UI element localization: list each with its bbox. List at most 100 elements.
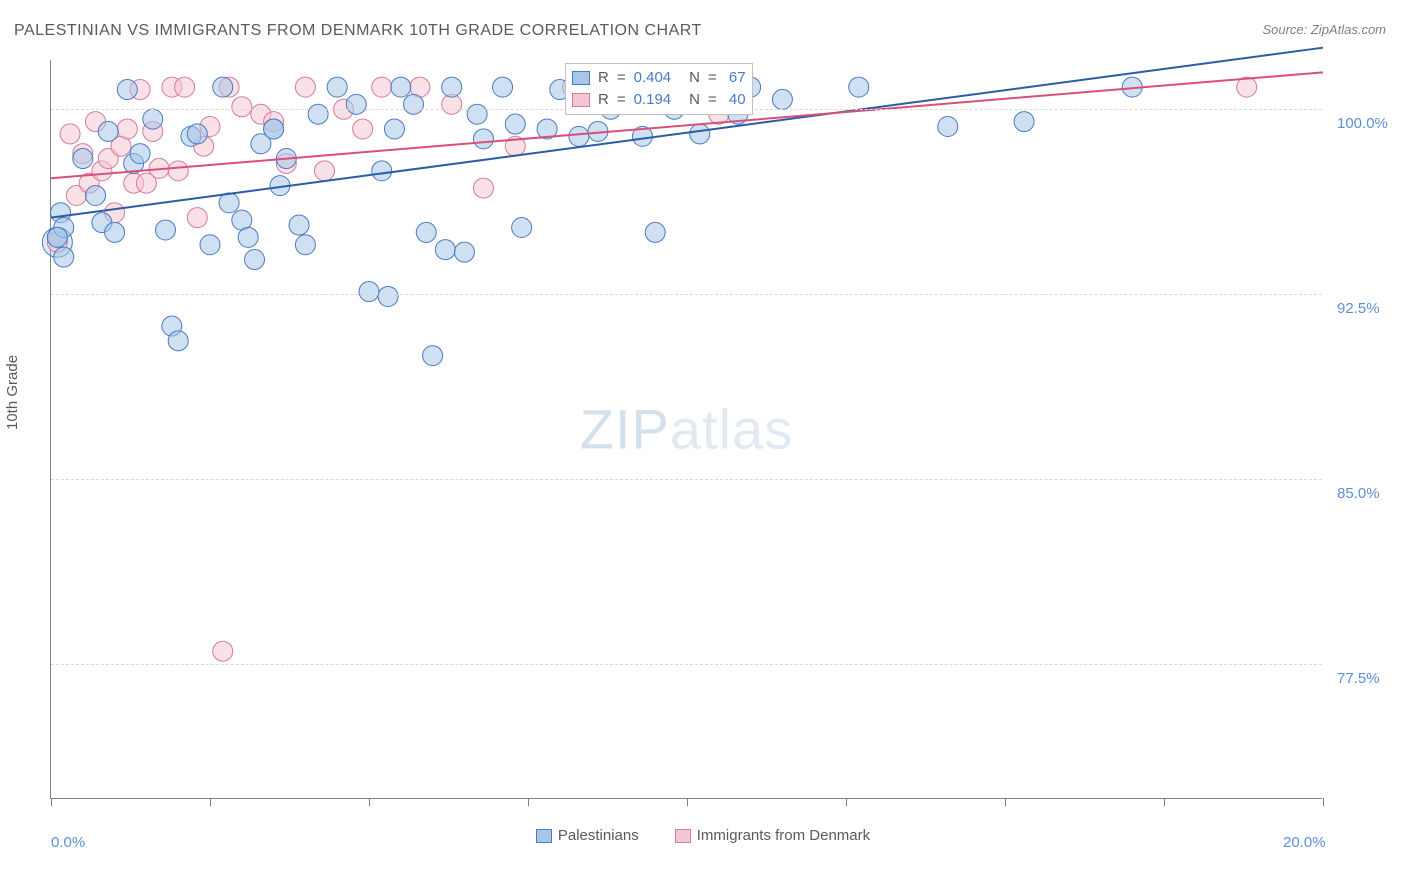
scatter-point [327,77,347,97]
scatter-point [86,185,106,205]
scatter-point [168,331,188,351]
scatter-point [245,250,265,270]
x-tick [369,798,370,806]
x-tick [51,798,52,806]
legend-swatch [675,829,691,843]
scatter-point [416,222,436,242]
legend-equals: = [617,89,626,111]
x-tick [1323,798,1324,806]
scatter-point [308,104,328,124]
scatter-point [232,97,252,117]
legend-series-item: Immigrants from Denmark [675,827,870,844]
y-tick-label: 100.0% [1337,115,1388,132]
scatter-point [512,218,532,238]
scatter-point [238,227,258,247]
source-attribution: Source: ZipAtlas.com [1262,22,1386,37]
chart-title: PALESTINIAN VS IMMIGRANTS FROM DENMARK 1… [14,22,702,40]
scatter-point [404,94,424,114]
scatter-point [378,286,398,306]
legend-swatch [572,93,590,107]
scatter-point [60,124,80,144]
legend-series-item: Palestinians [536,827,639,844]
x-tick [846,798,847,806]
plot-area: ZIPatlas 77.5%85.0%92.5%100.0%0.0%20.0% [50,60,1322,799]
scatter-point [213,77,233,97]
x-tick [528,798,529,806]
scatter-point [98,121,118,141]
scatter-point [168,161,188,181]
scatter-point [435,240,455,260]
scatter-point [295,235,315,255]
legend-series-label: Palestinians [558,827,639,844]
scatter-point [143,109,163,129]
legend-n-label: N [689,67,700,89]
scatter-point [391,77,411,97]
scatter-point [772,89,792,109]
scatter-point [219,193,239,213]
scatter-point [130,144,150,164]
legend-n-value: 67 [725,67,746,89]
scatter-point [105,222,125,242]
legend-equals: = [708,67,717,89]
scatter-point [289,215,309,235]
scatter-point [467,104,487,124]
scatter-point [200,235,220,255]
scatter-point [645,222,665,242]
scatter-point [473,178,493,198]
gridline [51,664,1322,665]
scatter-point [442,77,462,97]
x-tick [1164,798,1165,806]
legend-n-label: N [689,89,700,111]
gridline [51,479,1322,480]
scatter-point [117,119,137,139]
y-tick-label: 85.0% [1337,485,1380,502]
x-tick [1005,798,1006,806]
scatter-point [175,77,195,97]
scatter-point [1014,112,1034,132]
legend-r-value: 0.194 [634,89,672,111]
x-tick [210,798,211,806]
scatter-point [505,114,525,134]
scatter-point [155,220,175,240]
legend-series-label: Immigrants from Denmark [697,827,870,844]
scatter-point [473,129,493,149]
legend-r-label: R [598,89,609,111]
scatter-point [47,227,67,247]
legend-swatch [572,71,590,85]
legend-r-value: 0.404 [634,67,672,89]
y-tick-label: 92.5% [1337,300,1380,317]
scatter-point [454,242,474,262]
legend-swatch [536,829,552,843]
scatter-point [213,641,233,661]
y-tick-label: 77.5% [1337,670,1380,687]
correlation-chart: PALESTINIAN VS IMMIGRANTS FROM DENMARK 1… [0,0,1406,892]
scatter-point [938,117,958,137]
scatter-point [690,124,710,144]
scatter-point [384,119,404,139]
scatter-point [314,161,334,181]
legend-r-label: R [598,67,609,89]
scatter-point [346,94,366,114]
scatter-point [353,119,373,139]
scatter-point [493,77,513,97]
scatter-point [73,149,93,169]
legend-n-value: 40 [725,89,746,111]
legend-equals: = [708,89,717,111]
scatter-point [117,80,137,100]
scatter-point [295,77,315,97]
gridline [51,294,1322,295]
scatter-point [359,282,379,302]
legend-stats-row: R = 0.404 N = 67 [572,67,746,89]
legend-equals: = [617,67,626,89]
scatter-point [264,119,284,139]
scatter-point [372,161,392,181]
scatter-point [187,124,207,144]
x-tick [687,798,688,806]
legend-series: Palestinians Immigrants from Denmark [0,827,1406,844]
scatter-point [849,77,869,97]
y-axis-label: 10th Grade [4,355,21,430]
scatter-point [372,77,392,97]
scatter-point [187,208,207,228]
legend-stats-row: R = 0.194 N = 40 [572,89,746,111]
scatter-point [54,247,74,267]
